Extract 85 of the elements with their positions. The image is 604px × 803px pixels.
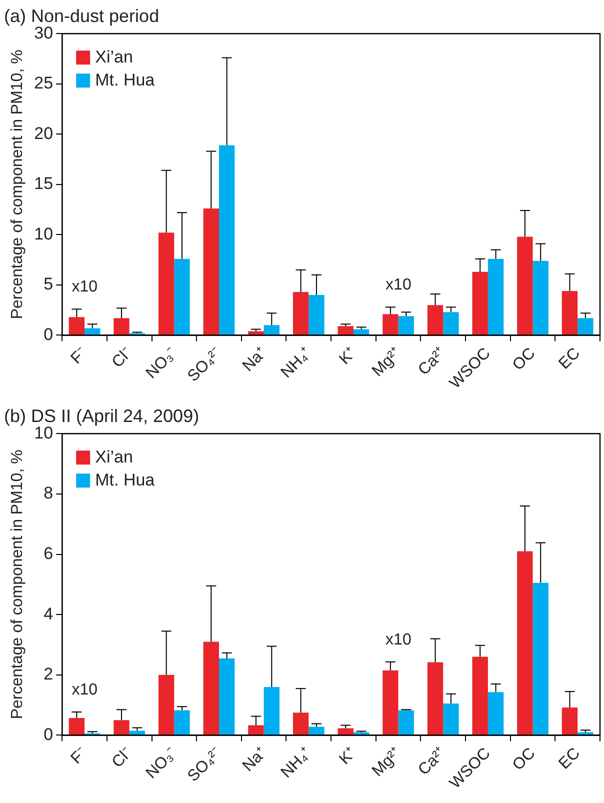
bar (382, 314, 398, 335)
bar (517, 236, 533, 335)
bar (353, 329, 370, 335)
bar (562, 290, 578, 335)
y-tick-label: 15 (34, 174, 54, 194)
legend-label: Mt. Hua (95, 470, 156, 490)
y-tick-label: 8 (44, 484, 54, 503)
bar (174, 258, 190, 335)
bar (264, 686, 280, 735)
bar (427, 662, 444, 735)
bar (158, 674, 174, 735)
y-tick-label: 5 (44, 274, 54, 294)
chart-title: (a) Non-dust period (4, 6, 160, 26)
y-axis-title: Percentage of component in PM10, % (9, 50, 26, 320)
x-tick-label: Ca²⁺ (415, 344, 450, 379)
x-tick-label: F⁻ (68, 744, 90, 768)
bar (443, 704, 459, 735)
bar (292, 712, 309, 735)
chart-title: (b) DS II (April 24, 2009) (4, 406, 200, 426)
x-tick-label: K⁺ (336, 744, 360, 768)
bar (218, 658, 235, 735)
x-tick-label: K⁺ (336, 344, 360, 368)
bar (578, 318, 594, 335)
bar (488, 258, 504, 335)
bar (398, 316, 414, 335)
x-tick-label: EC (556, 344, 584, 373)
bar (472, 656, 488, 735)
legend-label: Xi’an (95, 447, 133, 466)
bar (353, 732, 370, 735)
bar (578, 732, 594, 735)
x-tick-label: F⁻ (68, 344, 90, 368)
bar (292, 292, 309, 335)
bar (517, 551, 533, 735)
bar (488, 692, 504, 735)
bar (443, 312, 459, 335)
x-tick-label: Cl⁻ (109, 344, 136, 372)
x-tick-label: EC (556, 744, 584, 773)
annotation: x10 (72, 681, 98, 698)
bar (174, 710, 190, 735)
bar (308, 295, 324, 335)
annotation: x10 (386, 276, 412, 294)
y-tick-label: 10 (34, 423, 54, 442)
y-tick-label: 10 (34, 224, 54, 244)
bar (248, 725, 264, 735)
x-tick-label: Na⁺ (240, 744, 270, 775)
y-tick-label: 0 (44, 324, 54, 344)
bar (427, 305, 444, 335)
bar (472, 272, 488, 335)
bar (68, 718, 85, 735)
bar (308, 726, 324, 735)
x-tick-label: OC (510, 344, 539, 374)
legend-label: Mt. Hua (95, 70, 156, 90)
y-tick-label: 6 (44, 544, 54, 563)
bar (398, 710, 414, 735)
y-tick-label: 20 (34, 124, 54, 143)
x-tick-label: OC (510, 744, 539, 774)
bar (338, 326, 354, 335)
bar (338, 728, 354, 735)
bar (532, 582, 548, 735)
x-tick-label: Na⁺ (240, 344, 270, 375)
y-tick-label: 0 (44, 724, 54, 744)
bar (562, 707, 578, 735)
y-tick-label: 25 (34, 74, 54, 93)
bar (158, 232, 174, 335)
x-tick-label: Cl⁻ (109, 744, 136, 772)
bar (264, 325, 280, 335)
bar (84, 328, 100, 335)
bar (203, 208, 219, 335)
bar (129, 730, 146, 735)
bar (203, 642, 219, 735)
bar (68, 317, 85, 335)
y-axis-title: Percentage of component in PM10, % (9, 450, 26, 720)
bar (218, 145, 235, 335)
legend-label: Xi’an (95, 47, 133, 66)
bar (532, 260, 548, 335)
bar (114, 318, 130, 335)
y-tick-label: 2 (44, 664, 54, 684)
bar (114, 720, 130, 735)
annotation: x10 (386, 631, 412, 648)
bar (382, 670, 398, 735)
y-tick-label: 30 (34, 23, 54, 42)
x-tick-label: Ca²⁺ (415, 744, 450, 779)
y-tick-label: 4 (44, 604, 54, 624)
annotation: x10 (72, 278, 98, 296)
bar (248, 331, 264, 335)
